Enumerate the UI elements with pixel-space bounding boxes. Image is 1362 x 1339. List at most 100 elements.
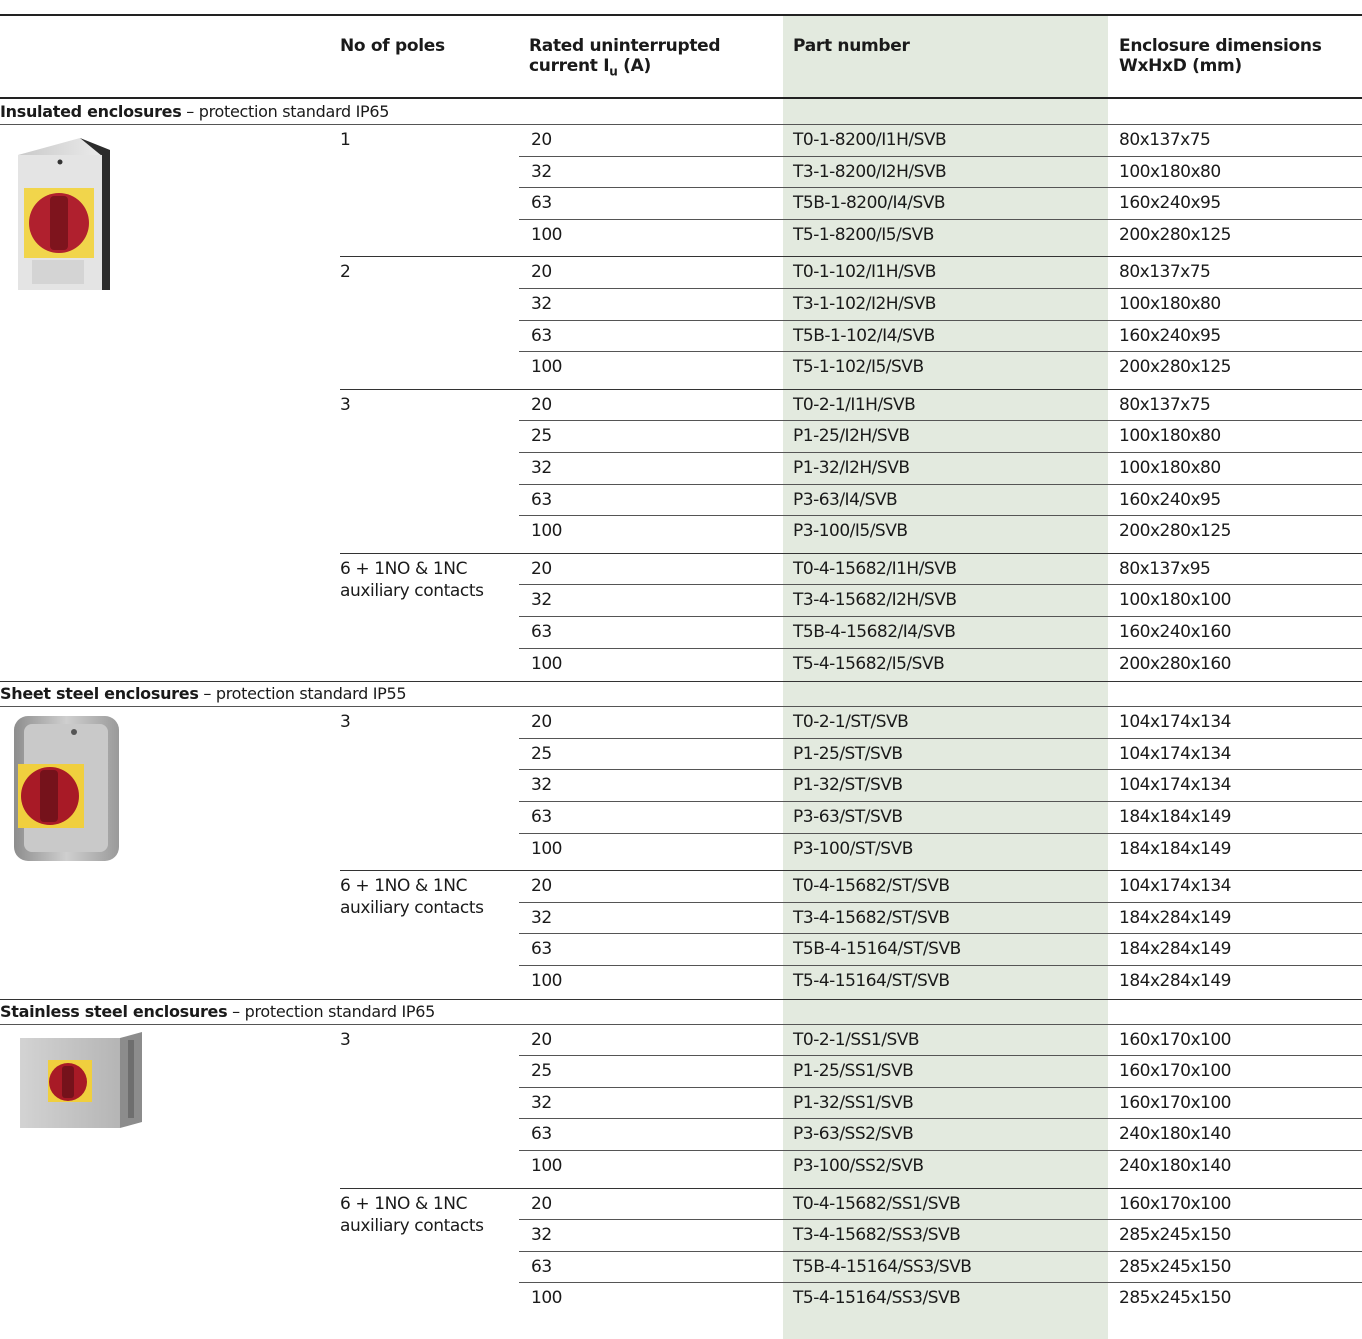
poles-value: 1 xyxy=(340,129,351,151)
current-value: 63 xyxy=(531,325,552,346)
dimensions-value: 160x240x95 xyxy=(1119,193,1221,214)
section-title-standard: – protection standard IP65 xyxy=(227,1001,435,1021)
dimensions-value: 285x245x150 xyxy=(1119,1225,1231,1246)
dimensions-value: 200x280x125 xyxy=(1119,357,1231,378)
row-divider xyxy=(519,1150,1362,1151)
current-value: 100 xyxy=(531,224,562,245)
current-value: 32 xyxy=(531,907,552,928)
poles-value: 2 xyxy=(340,261,351,283)
part-number-value: T5-1-8200/I5/SVB xyxy=(793,224,934,245)
current-value: 63 xyxy=(531,1124,552,1145)
section-divider xyxy=(0,124,1362,125)
current-value: 63 xyxy=(531,807,552,827)
row-divider xyxy=(519,351,1362,353)
section-title-bold: Stainless steel enclosures xyxy=(0,1001,228,1021)
current-value: 32 xyxy=(531,161,552,182)
current-value: 25 xyxy=(531,743,552,764)
dimensions-value: 100x180x80 xyxy=(1119,161,1221,182)
row-divider xyxy=(519,1250,1362,1252)
group-divider xyxy=(340,256,1362,258)
part-number-value: T5B-4-15164/ST/SVB xyxy=(793,939,961,960)
current-value: 63 xyxy=(531,1256,552,1277)
current-value: 32 xyxy=(531,458,552,478)
current-value: 20 xyxy=(531,394,552,415)
poles-line: 2 xyxy=(340,262,351,283)
dimensions-value: 160x240x95 xyxy=(1119,489,1221,510)
part-number-value: P3-100/SS2/SVB xyxy=(793,1156,924,1176)
row-divider xyxy=(519,218,1362,220)
poles-line: 1 xyxy=(340,130,351,150)
dimensions-value: 184x184x149 xyxy=(1119,838,1231,859)
dimensions-value: 104x174x134 xyxy=(1119,876,1231,897)
dimensions-value: 200x280x125 xyxy=(1119,521,1231,542)
part-number-value: T3-4-15682/SS3/SVB xyxy=(793,1225,961,1246)
part-number-value: T5B-1-8200/I4/SVB xyxy=(793,193,946,214)
row-divider xyxy=(519,737,1362,739)
dimensions-value: 80x137x75 xyxy=(1119,394,1211,415)
poles-value: 6 + 1NO & 1NC auxiliary contacts xyxy=(340,558,484,602)
part-number-value: T3-1-102/I2H/SVB xyxy=(793,294,936,314)
part-number-value: T0-4-15682/SS1/SVB xyxy=(793,1193,961,1214)
part-number-value: P1-32/SS1/SVB xyxy=(793,1092,914,1113)
part-number-value: P3-63/I4/SVB xyxy=(793,489,898,510)
row-divider xyxy=(519,155,1362,157)
section-end-rule xyxy=(0,681,1362,683)
dimensions-value: 104x174x134 xyxy=(1119,743,1231,764)
header-part-number: Part number xyxy=(793,36,910,56)
dimensions-value: 100x180x80 xyxy=(1119,426,1221,447)
dimensions-value: 100x180x80 xyxy=(1119,294,1221,314)
dimensions-value: 240x180x140 xyxy=(1119,1124,1231,1145)
current-value: 20 xyxy=(531,1193,552,1214)
current-value: 100 xyxy=(531,1288,562,1309)
current-value: 20 xyxy=(531,1029,552,1050)
part-number-value: P1-25/ST/SVB xyxy=(793,743,903,764)
current-value: 100 xyxy=(531,838,562,859)
row-divider xyxy=(519,1118,1362,1120)
section-title: Stainless steel enclosures – protection … xyxy=(0,1000,435,1024)
poles-line: 3 xyxy=(340,712,351,733)
current-value: 100 xyxy=(531,521,562,542)
stainless-steel-enclosure-image-graphic xyxy=(20,1031,142,1128)
row-divider xyxy=(519,647,1362,649)
section-title: Sheet steel enclosures – protection stan… xyxy=(0,682,407,706)
current-value: 20 xyxy=(531,558,552,579)
part-number-value: T5-4-15164/ST/SVB xyxy=(793,971,950,991)
dimensions-value: 200x280x160 xyxy=(1119,653,1231,674)
current-value: 32 xyxy=(531,775,552,796)
poles-line-2: auxiliary contacts xyxy=(340,1215,484,1236)
group-divider xyxy=(340,552,1362,554)
dimensions-value: 285x245x150 xyxy=(1119,1288,1231,1309)
part-number-value: T5B-1-102/I4/SVB xyxy=(793,325,935,346)
dimensions-value: 104x174x134 xyxy=(1119,712,1231,733)
dimensions-value: 80x137x75 xyxy=(1119,262,1211,283)
current-value: 20 xyxy=(531,712,552,733)
dimensions-value: 80x137x75 xyxy=(1119,130,1211,150)
part-number-value: T0-2-1/I1H/SVB xyxy=(793,394,916,415)
part-number-value: T5-4-15164/SS3/SVB xyxy=(793,1288,961,1309)
row-divider xyxy=(519,187,1362,189)
part-number-value: P3-63/ST/SVB xyxy=(793,807,903,827)
section-title-bold: Insulated enclosures xyxy=(0,102,182,121)
current-value: 63 xyxy=(531,622,552,642)
current-value: 25 xyxy=(531,1061,552,1082)
insulated-enclosure-image-graphic xyxy=(18,138,110,290)
section-title: Insulated enclosures – protection standa… xyxy=(0,100,389,124)
header-bottom-rule xyxy=(0,97,1362,99)
row-divider xyxy=(519,901,1362,903)
part-number-value: T0-1-102/I1H/SVB xyxy=(793,262,936,283)
row-divider xyxy=(519,483,1362,485)
poles-line: 6 + 1NO & 1NC xyxy=(340,1193,468,1214)
part-number-value: T3-4-15682/I2H/SVB xyxy=(793,590,957,611)
group-divider xyxy=(340,388,1362,390)
current-value: 63 xyxy=(531,193,552,214)
poles-line: 6 + 1NO & 1NC xyxy=(340,558,468,579)
row-divider xyxy=(519,832,1362,834)
row-divider xyxy=(519,288,1362,289)
poles-value: 3 xyxy=(340,1029,351,1051)
row-divider xyxy=(519,319,1362,321)
header-no-of-poles: No of poles xyxy=(340,36,445,56)
current-value: 25 xyxy=(531,426,552,447)
part-number-value: P3-63/SS2/SVB xyxy=(793,1124,914,1145)
current-value: 100 xyxy=(531,653,562,674)
header-enclosure-dimensions: Enclosure dimensions WxHxD (mm) xyxy=(1119,36,1322,76)
